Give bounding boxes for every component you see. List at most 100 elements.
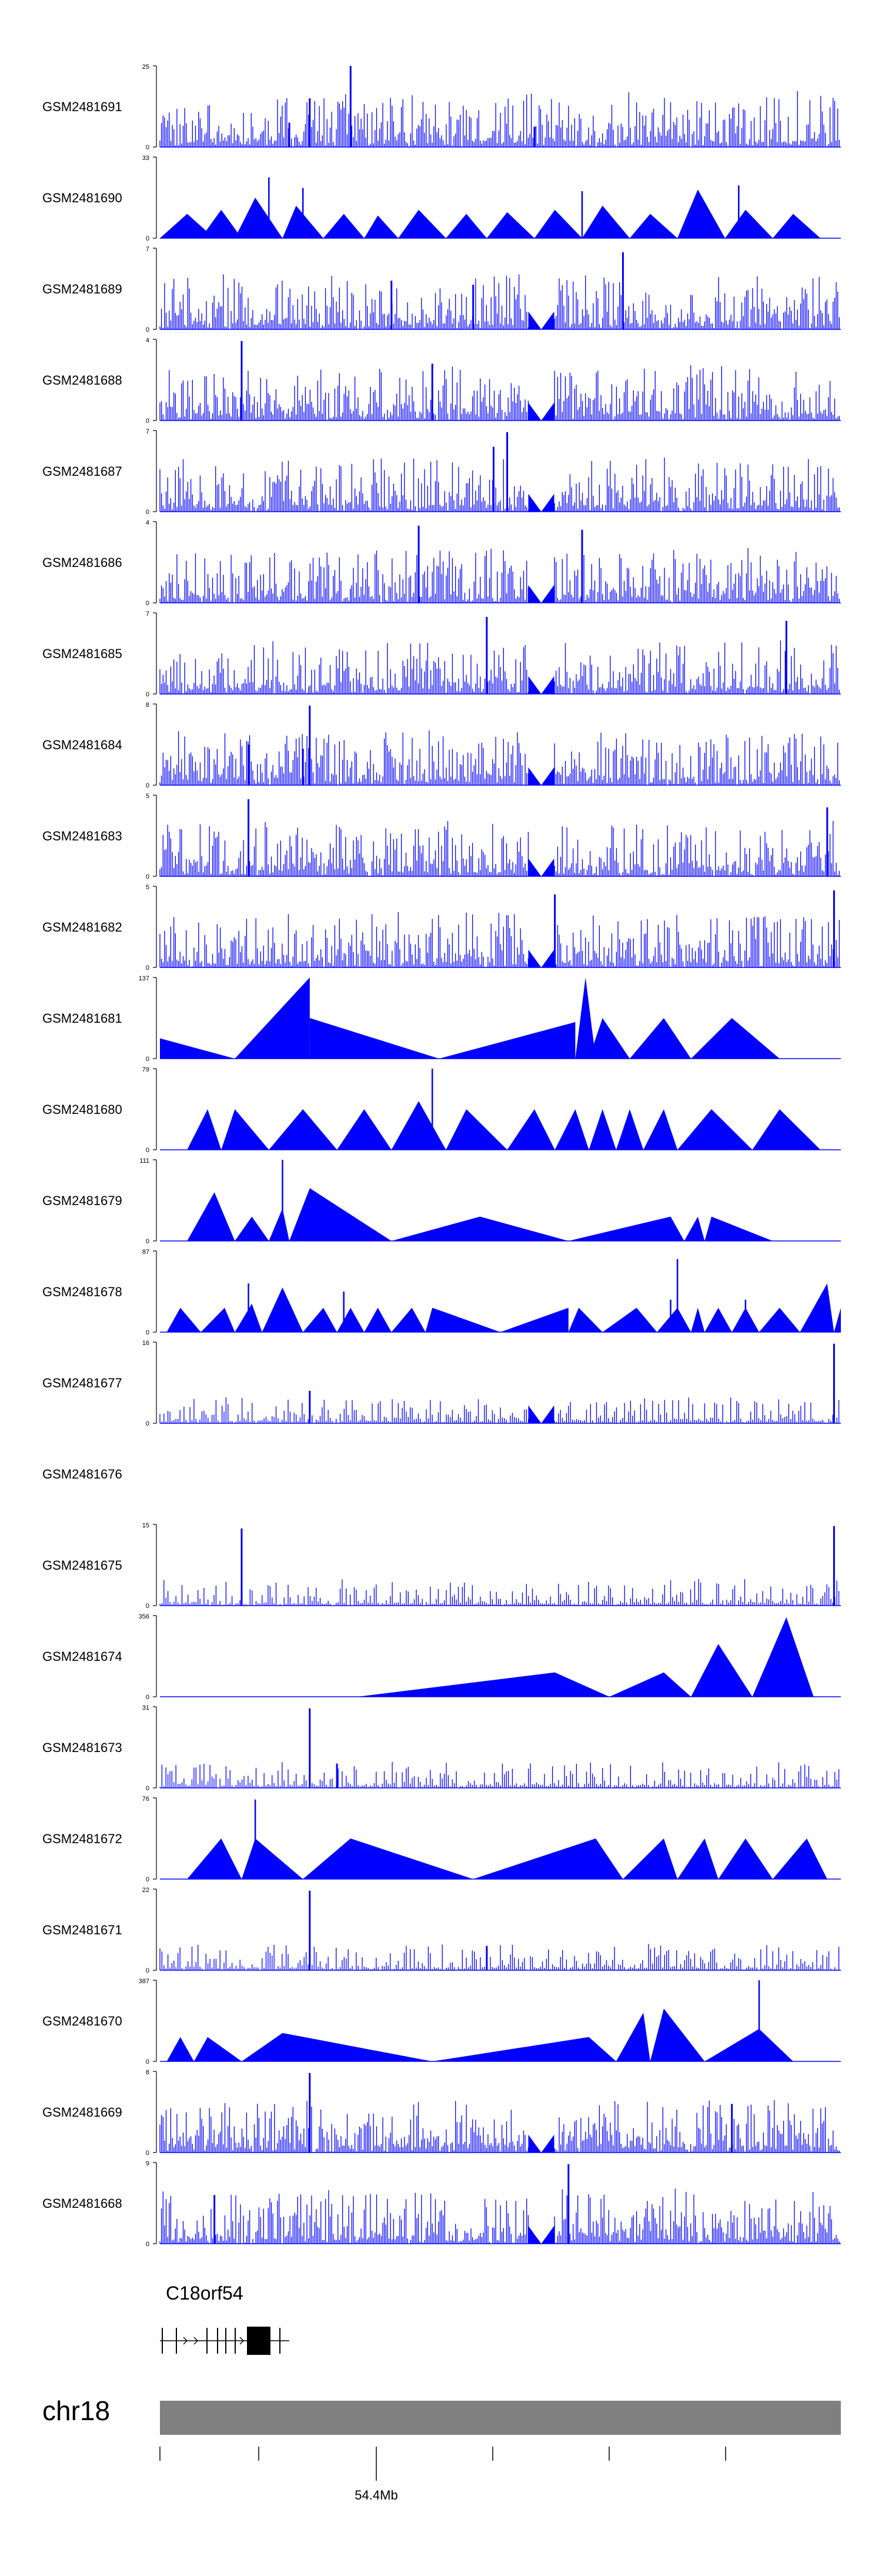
y-axis-max-label: 79 xyxy=(142,1066,149,1073)
signal-gap-slope xyxy=(528,402,554,421)
y-axis-max-label: 137 xyxy=(139,975,149,982)
y-axis-max-label: 7 xyxy=(146,246,149,253)
signal-gap-slope xyxy=(528,949,554,967)
track-GSM2481690: GSM2481690 33 0 xyxy=(42,155,841,242)
signal-peak-region xyxy=(269,1208,289,1241)
track-GSM2481688: GSM2481688 4 0 xyxy=(42,337,841,425)
signal-peak-region xyxy=(630,1018,691,1059)
track-GSM2481668: GSM2481668 9 0 xyxy=(42,2160,841,2248)
track-GSM2481675: GSM2481675 15 0 xyxy=(42,1522,841,1610)
y-axis-min-label: 0 xyxy=(146,1967,149,1974)
signal-peak-region xyxy=(337,1109,392,1150)
track-label: GSM2481670 xyxy=(42,2014,122,2028)
signal-peak-region xyxy=(201,209,242,238)
y-axis-max-label: 7 xyxy=(146,428,149,435)
track-label: GSM2481668 xyxy=(42,2196,122,2211)
track-label: GSM2481685 xyxy=(42,646,122,661)
signal-bars xyxy=(159,458,840,512)
signal-peak-region xyxy=(187,1109,222,1150)
track-label: GSM2481690 xyxy=(42,191,122,205)
signal-peak-region xyxy=(221,1109,269,1150)
track-label: GSM2481678 xyxy=(42,1284,122,1299)
track-label: GSM2481671 xyxy=(42,1923,122,1937)
signal-bars xyxy=(159,1761,840,1788)
signal-peak-region xyxy=(193,2037,242,2061)
signal-peak-region xyxy=(602,1307,657,1332)
signal-peak-region xyxy=(704,1307,732,1332)
y-axis-min-label: 0 xyxy=(146,782,149,789)
track-label: GSM2481669 xyxy=(42,2105,122,2120)
signal-peak-region xyxy=(704,1216,773,1241)
y-axis-min-label: 0 xyxy=(146,1056,149,1063)
signal-peak-region xyxy=(446,213,487,238)
signal-peak-region xyxy=(432,2037,616,2061)
y-axis-max-label: 87 xyxy=(142,1249,149,1256)
signal-peak-region xyxy=(357,1672,610,1697)
signal-peak-region xyxy=(800,1283,834,1332)
y-axis-min-label: 0 xyxy=(146,418,149,425)
y-axis-min-label: 0 xyxy=(146,965,149,972)
y-axis-min-label: 0 xyxy=(146,1876,149,1883)
y-axis-min-label: 0 xyxy=(146,691,149,698)
y-axis-max-label: 5 xyxy=(146,884,149,891)
signal-peak-region xyxy=(677,189,726,238)
signal-peak-region xyxy=(289,1188,392,1241)
signal-gap-slope xyxy=(528,1405,554,1423)
signal-peak-region xyxy=(691,1018,780,1059)
y-axis-max-label: 76 xyxy=(142,1796,149,1803)
gene-model xyxy=(160,2327,289,2355)
signal-peak-region xyxy=(616,2013,650,2061)
track-GSM2481689: GSM2481689 7 0 xyxy=(42,246,841,333)
signal-peak-region xyxy=(337,1307,365,1332)
signal-bars xyxy=(159,548,840,603)
signal-peak-region xyxy=(554,1109,589,1150)
signal-peak-region xyxy=(725,209,773,238)
signal-peak-region xyxy=(630,213,678,238)
signal-peak-region xyxy=(486,212,534,238)
signal-peak-region xyxy=(568,1216,684,1241)
track-label: GSM2481682 xyxy=(42,920,122,935)
track-GSM2481674: GSM2481674 356 0 xyxy=(42,1613,841,1701)
signal-peak-region xyxy=(160,1038,235,1059)
y-axis-min-label: 0 xyxy=(146,1694,149,1701)
track-label: GSM2481676 xyxy=(42,1467,122,1481)
y-axis-min-label: 0 xyxy=(146,600,149,607)
signal-peak-region xyxy=(235,977,310,1059)
signal-peak-region xyxy=(391,1216,569,1241)
track-GSM2481670: GSM2481670 387 0 xyxy=(42,1978,841,2066)
signal-peak-region xyxy=(473,1838,623,1879)
signal-peak-region xyxy=(684,1216,705,1241)
track-label: GSM2481688 xyxy=(42,373,122,388)
track-GSM2481673: GSM2481673 31 0 xyxy=(42,1704,841,1792)
signal-peak-region xyxy=(650,2008,705,2061)
signal-peak-region xyxy=(166,2037,194,2061)
y-axis-max-label: 7 xyxy=(146,610,149,618)
signal-peak-region xyxy=(187,1838,242,1879)
gene-strand-arrow xyxy=(193,2337,198,2345)
track-label: GSM2481687 xyxy=(42,464,122,479)
signal-bars xyxy=(159,365,840,421)
signal-peak-region xyxy=(323,213,365,238)
track-GSM2481680: GSM2481680 79 0 xyxy=(42,1066,841,1154)
y-axis-min-label: 0 xyxy=(146,2058,149,2066)
signal-peak-region xyxy=(201,1307,235,1332)
track-label: GSM2481675 xyxy=(42,1558,122,1573)
track-label: GSM2481672 xyxy=(42,1831,122,1846)
signal-peak-region xyxy=(242,1838,303,1879)
signal-bars xyxy=(159,640,840,694)
signal-gap-slope xyxy=(528,2134,554,2153)
y-axis-min-label: 0 xyxy=(146,1785,149,1792)
signal-peak-region xyxy=(160,213,215,238)
signal-peak-region xyxy=(446,1109,507,1150)
y-axis-max-label: 9 xyxy=(146,2160,149,2167)
signal-gap-slope xyxy=(528,493,554,512)
y-axis-max-label: 25 xyxy=(142,64,149,71)
signal-peak-region xyxy=(677,1838,719,1879)
signal-peak-region xyxy=(391,1101,446,1150)
y-axis-min-label: 0 xyxy=(146,2150,149,2157)
signal-peak-region xyxy=(752,1617,814,1697)
signal-bars xyxy=(159,730,840,785)
y-axis-max-label: 4 xyxy=(146,337,149,344)
signal-peak-region xyxy=(589,1109,616,1150)
signal-peak-region xyxy=(187,1192,235,1241)
